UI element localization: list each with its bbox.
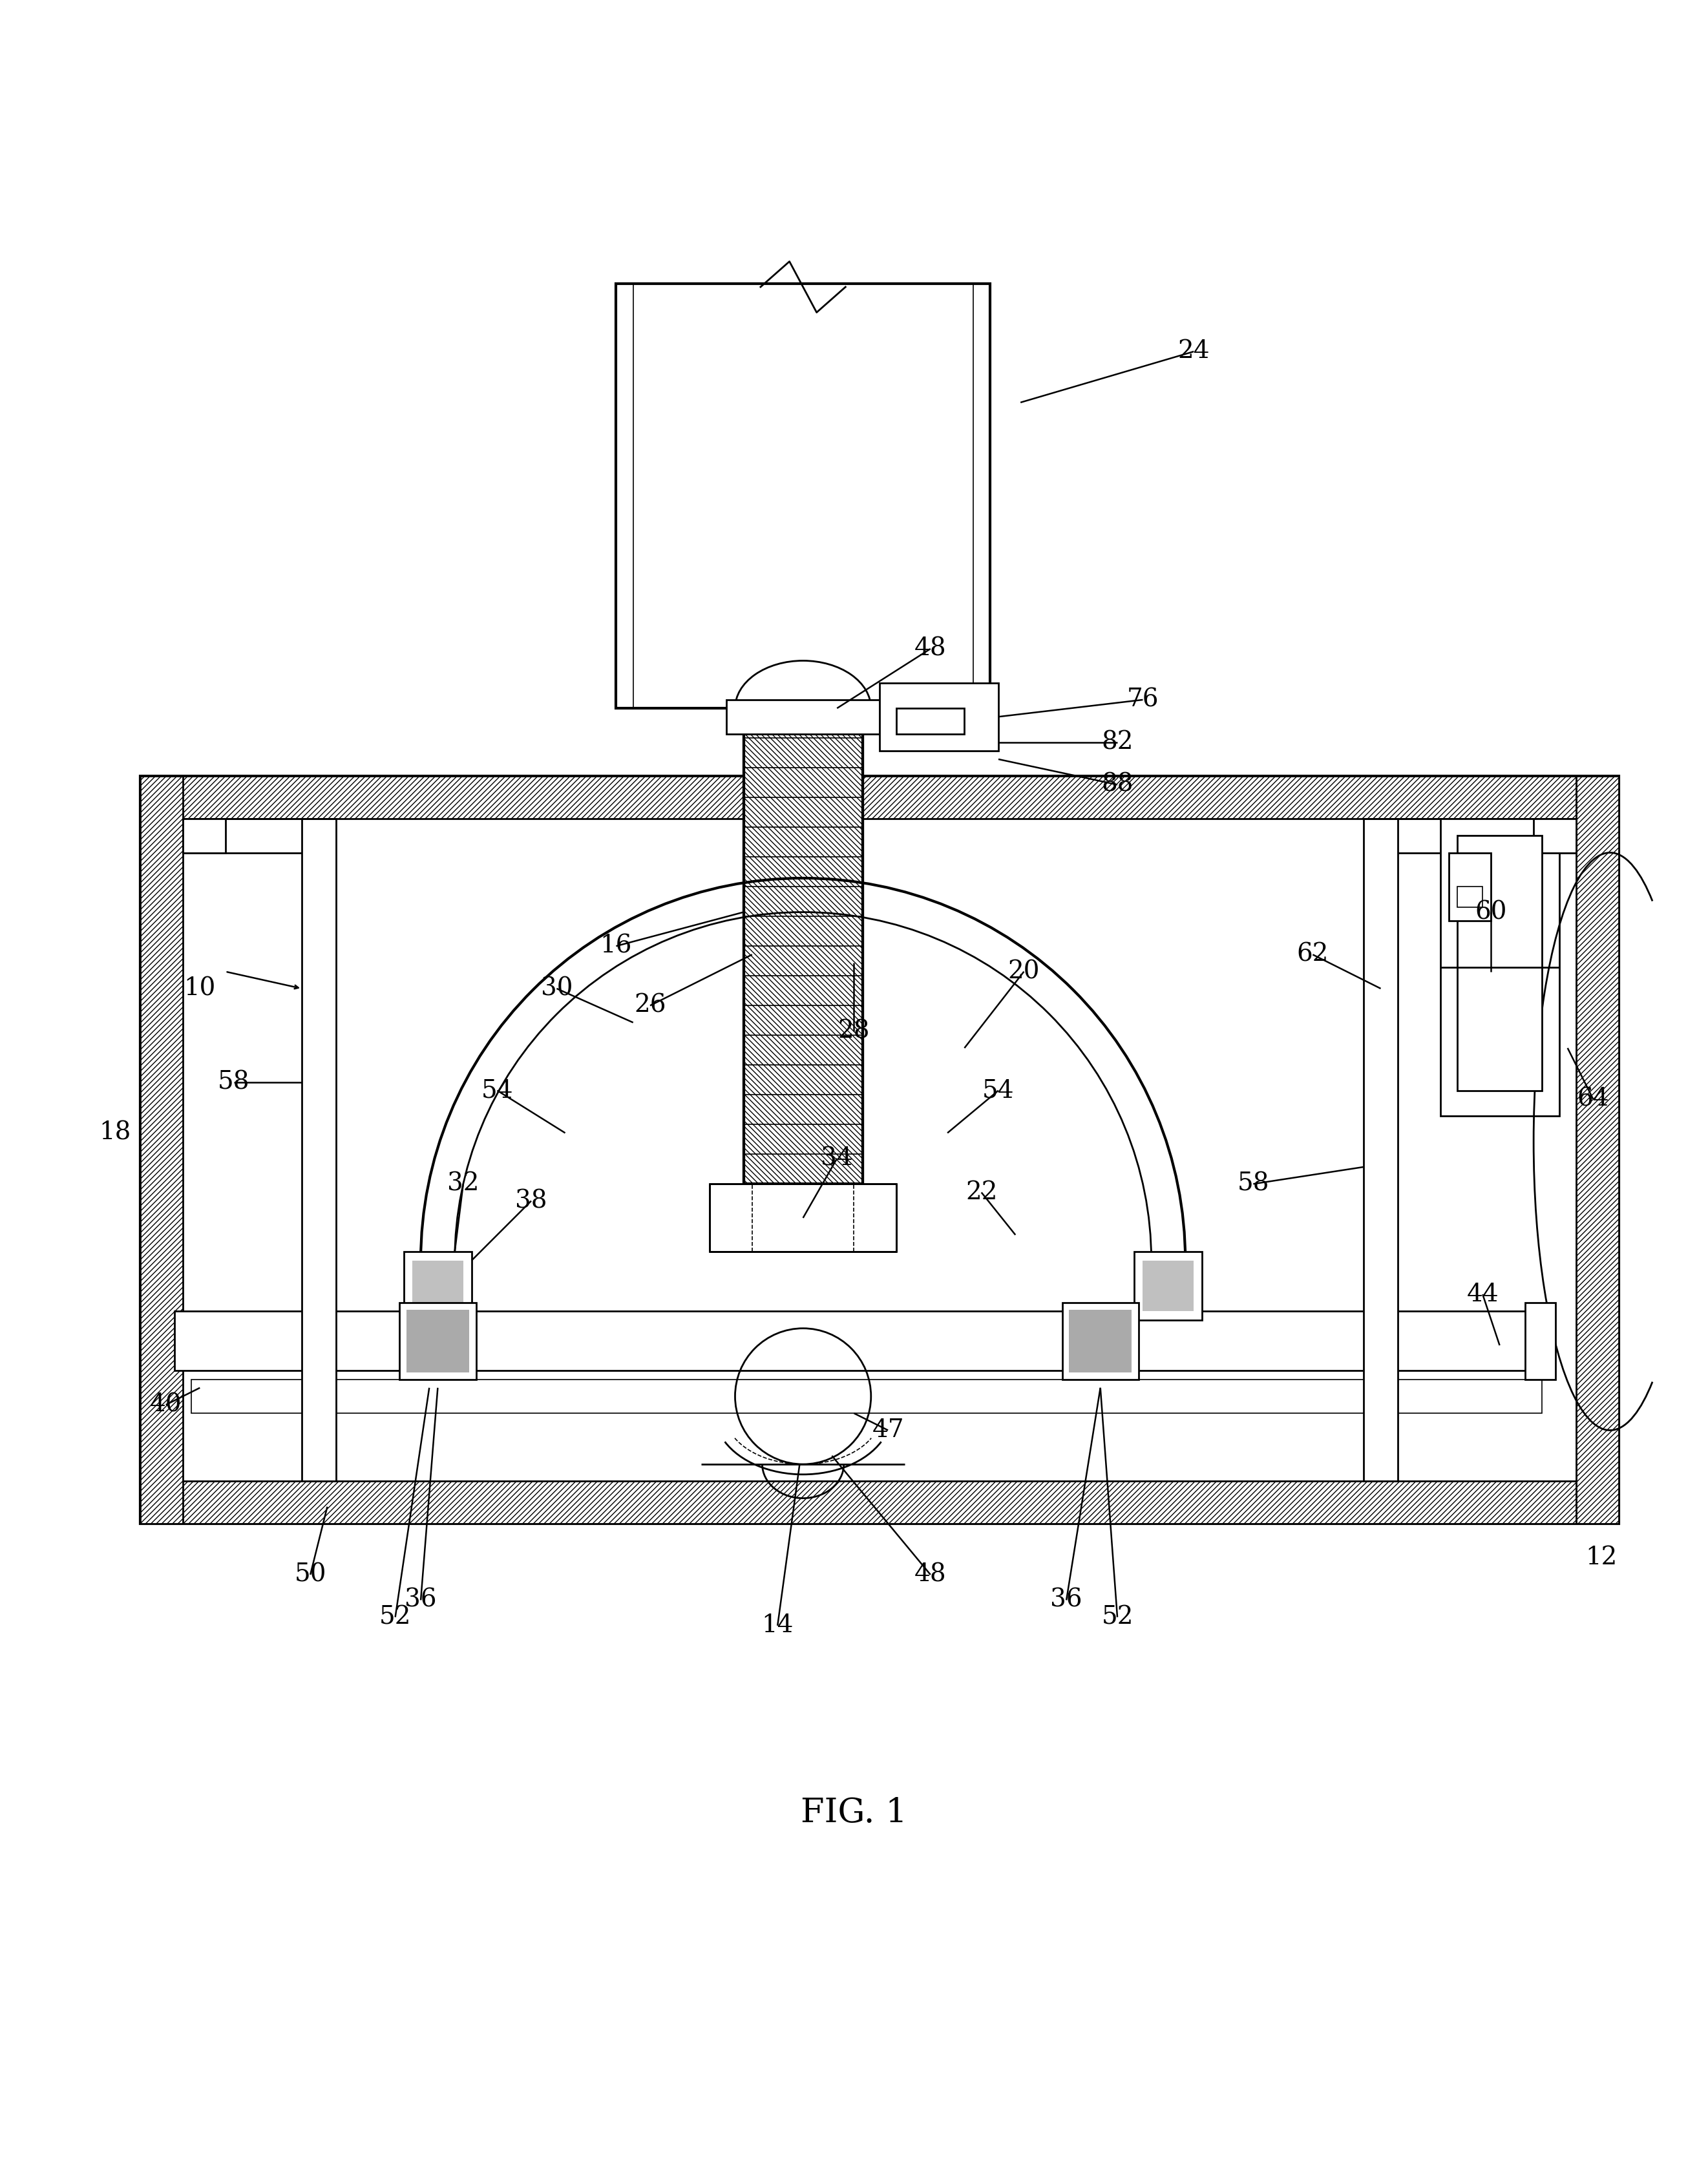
Bar (1134, 1253, 1202, 1320)
Text: 54: 54 (482, 1078, 512, 1101)
Text: 28: 28 (839, 1019, 869, 1043)
Text: 76: 76 (1127, 688, 1158, 712)
Text: 48: 48 (914, 1562, 946, 1586)
Text: 12: 12 (1585, 1545, 1617, 1569)
Text: 88: 88 (1102, 773, 1134, 796)
Bar (400, 1303, 477, 1378)
Text: 40: 40 (150, 1394, 183, 1417)
Bar (140, 777, 1619, 818)
Text: 24: 24 (1179, 340, 1209, 364)
Bar (880, 684, 999, 751)
Bar (1069, 1309, 1132, 1372)
Bar (1457, 887, 1483, 907)
Text: 36: 36 (405, 1588, 437, 1612)
Bar (407, 1309, 470, 1372)
Bar (726, 699, 880, 734)
Text: 62: 62 (1296, 944, 1329, 967)
Bar (709, 1184, 897, 1253)
Text: 82: 82 (1102, 729, 1134, 755)
Text: 54: 54 (982, 1078, 1015, 1101)
Bar (140, 777, 183, 1523)
Text: 10: 10 (184, 976, 215, 1000)
Text: 14: 14 (762, 1614, 794, 1638)
Bar (412, 1259, 463, 1311)
Text: 22: 22 (965, 1182, 997, 1205)
Bar (1448, 853, 1491, 920)
Bar (174, 1311, 1551, 1370)
Text: 18: 18 (99, 1121, 132, 1145)
Bar (1143, 1259, 1194, 1311)
Text: 20: 20 (1008, 959, 1040, 982)
Text: FIG. 1: FIG. 1 (801, 1796, 907, 1829)
Text: 34: 34 (822, 1147, 852, 1171)
Text: 48: 48 (914, 636, 946, 660)
Text: 26: 26 (634, 993, 666, 1017)
Bar (140, 1480, 1619, 1523)
Bar (1062, 1303, 1139, 1378)
Bar (191, 1378, 1542, 1413)
Text: 38: 38 (516, 1188, 547, 1212)
Text: 30: 30 (541, 976, 572, 1000)
Bar (1457, 835, 1542, 1091)
Text: 58: 58 (1237, 1173, 1269, 1197)
Text: 47: 47 (873, 1417, 904, 1441)
Text: 32: 32 (447, 1173, 480, 1197)
Text: 52: 52 (379, 1606, 412, 1629)
Bar (1576, 777, 1619, 1523)
Text: 50: 50 (294, 1562, 326, 1586)
Bar (1534, 818, 1576, 853)
Bar (183, 818, 225, 853)
Text: 44: 44 (1467, 1283, 1498, 1307)
Bar (302, 818, 336, 1480)
Text: 16: 16 (600, 935, 632, 959)
Bar (1363, 818, 1397, 1480)
Bar (743, 708, 863, 1184)
Bar (1440, 818, 1559, 1117)
Bar (140, 777, 1619, 1523)
Bar (617, 283, 991, 708)
Text: 60: 60 (1476, 900, 1506, 924)
Bar (403, 1253, 471, 1320)
Bar (1525, 1303, 1556, 1378)
Text: 58: 58 (219, 1069, 249, 1095)
Text: 36: 36 (1050, 1588, 1083, 1612)
Text: 52: 52 (1102, 1606, 1134, 1629)
Bar (897, 708, 965, 734)
Text: 64: 64 (1576, 1086, 1609, 1110)
